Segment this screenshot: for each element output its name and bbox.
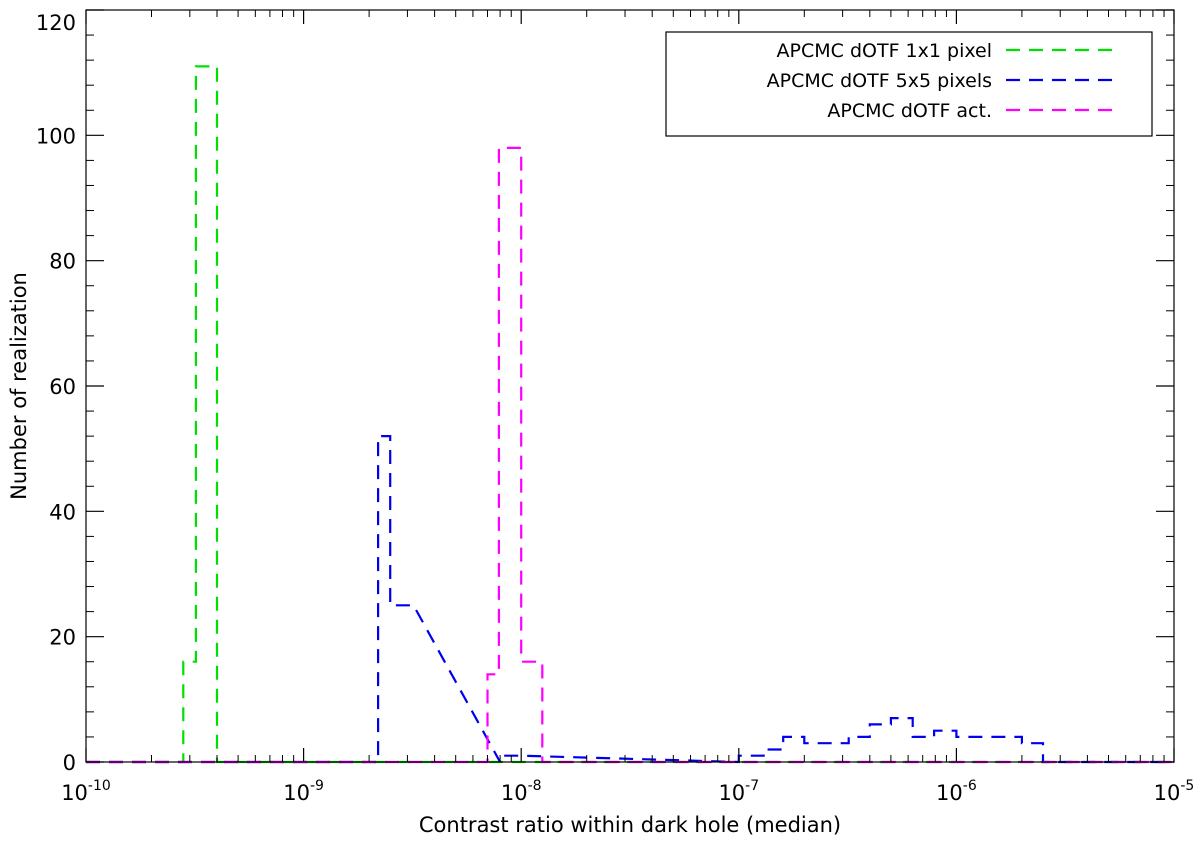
x-tick-label: 10-8 xyxy=(501,778,542,805)
legend-label: APCMC dOTF act. xyxy=(827,100,992,122)
histogram-bin xyxy=(764,749,784,762)
legend-label: APCMC dOTF 5x5 pixels xyxy=(767,70,992,92)
histogram-series-1 xyxy=(86,65,1174,764)
histogram-bin xyxy=(196,66,217,762)
histogram-bin xyxy=(499,148,521,762)
y-tick-label: 0 xyxy=(63,751,76,775)
histogram-series-3 xyxy=(86,146,1174,764)
histogram-bin xyxy=(825,743,848,762)
legend: APCMC dOTF 1x1 pixel APCMC dOTF 5x5 pixel… xyxy=(665,31,1153,137)
histogram-bin xyxy=(870,724,891,762)
histogram-bin xyxy=(1022,743,1043,762)
histogram-bin xyxy=(804,743,825,762)
histogram-bin xyxy=(783,737,804,762)
histogram-bin xyxy=(487,674,498,762)
ticks-layer xyxy=(85,9,1175,763)
y-tick-label: 80 xyxy=(49,250,76,274)
histogram-bin xyxy=(183,662,196,762)
y-axis-title: Number of realization xyxy=(7,272,31,500)
histogram-bin xyxy=(913,737,934,762)
x-tick-label: 10-5 xyxy=(1154,778,1195,805)
y-tick-label: 20 xyxy=(49,626,76,650)
histogram-bin xyxy=(378,436,390,762)
legend-entries: APCMC dOTF 1x1 pixel APCMC dOTF 5x5 pixel… xyxy=(767,40,1112,122)
legend-label: APCMC dOTF 1x1 pixel xyxy=(777,40,992,62)
histogram-bin xyxy=(521,662,542,762)
histogram-bin xyxy=(390,605,413,762)
series-layer xyxy=(86,65,1174,764)
histogram-bin xyxy=(1001,737,1022,762)
x-tick-label: 10-6 xyxy=(936,778,977,805)
legend-box xyxy=(665,31,1153,137)
histogram-bin xyxy=(934,731,956,762)
x-tick-label: 10-9 xyxy=(283,778,324,805)
x-tick-label: 10-10 xyxy=(61,778,111,805)
histogram-bin xyxy=(956,737,1000,762)
x-tick-label: 10-7 xyxy=(718,778,759,805)
histogram-bin xyxy=(849,737,870,762)
y-tick-label: 60 xyxy=(49,375,76,399)
histogram-series-2 xyxy=(86,435,1174,764)
y-tick-label: 40 xyxy=(49,500,76,524)
y-tick-label: 100 xyxy=(36,124,76,148)
histogram-bin xyxy=(891,718,913,762)
y-tick-label: 120 xyxy=(36,11,76,35)
labels-layer: 10-10 10-9 10-8 10-7 10-6 10-5 0 20 40 60 80 100 120 xyxy=(36,11,1194,805)
x-axis-title: Contrast ratio within dark hole (median) xyxy=(419,813,841,837)
